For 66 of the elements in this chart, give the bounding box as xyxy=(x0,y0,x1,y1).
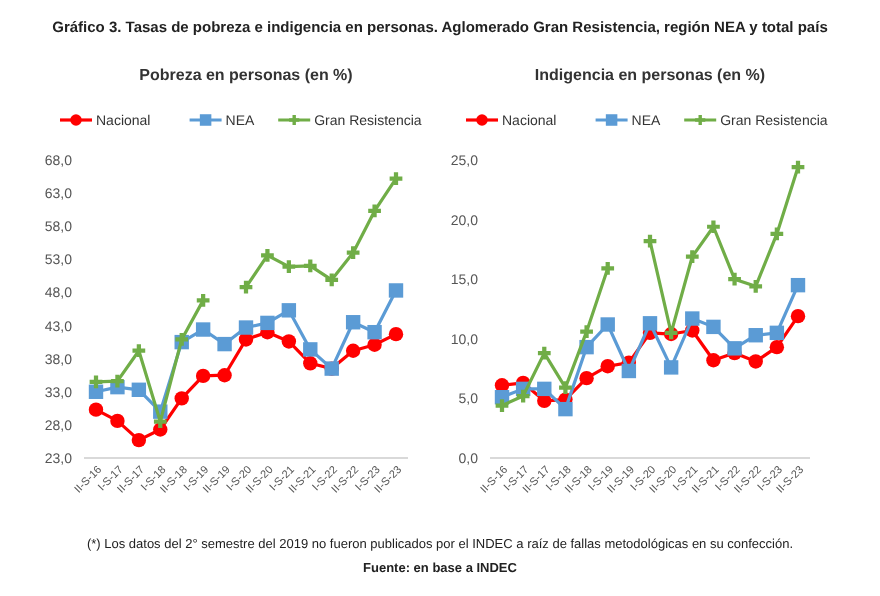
point xyxy=(282,260,296,273)
point xyxy=(217,336,232,352)
point xyxy=(748,328,763,343)
point xyxy=(707,220,720,234)
point xyxy=(389,172,403,185)
point xyxy=(621,363,637,379)
point xyxy=(558,401,573,417)
point xyxy=(238,320,254,335)
point xyxy=(110,413,125,429)
point xyxy=(89,375,103,389)
point xyxy=(303,342,318,357)
point xyxy=(303,356,318,371)
point xyxy=(388,326,404,342)
point xyxy=(195,322,211,337)
point xyxy=(685,311,700,326)
point xyxy=(580,325,593,339)
point xyxy=(346,246,360,260)
point xyxy=(685,250,699,263)
point xyxy=(559,381,572,395)
point xyxy=(748,354,763,369)
point xyxy=(601,262,615,275)
point xyxy=(281,303,297,318)
point xyxy=(345,315,361,330)
point xyxy=(217,368,232,383)
point xyxy=(132,344,146,358)
point xyxy=(345,343,361,358)
point xyxy=(769,339,785,355)
point xyxy=(790,308,806,324)
chart-subtitle: Indigencia en personas (en %) xyxy=(534,66,766,84)
point xyxy=(537,346,551,360)
point xyxy=(706,353,721,368)
point xyxy=(790,277,806,293)
point xyxy=(706,319,721,335)
point xyxy=(367,337,382,352)
point xyxy=(600,359,615,374)
point xyxy=(111,374,124,388)
point xyxy=(131,382,147,397)
point xyxy=(367,324,382,340)
point xyxy=(770,227,784,241)
point xyxy=(642,316,658,331)
point xyxy=(239,280,253,294)
point xyxy=(728,272,741,286)
point xyxy=(153,415,167,428)
point xyxy=(325,273,339,287)
point xyxy=(195,368,211,384)
chart-subtitle: Pobreza en personas (en %) xyxy=(139,66,354,84)
point xyxy=(303,259,317,273)
point xyxy=(131,432,147,448)
point xyxy=(600,317,615,332)
point xyxy=(261,248,274,262)
point xyxy=(495,399,509,412)
point xyxy=(281,334,297,349)
point xyxy=(174,391,189,406)
point xyxy=(769,325,785,341)
point xyxy=(260,315,275,331)
point xyxy=(749,279,763,293)
point xyxy=(791,160,805,174)
point xyxy=(579,370,594,386)
point xyxy=(196,294,210,307)
point xyxy=(537,381,552,397)
point xyxy=(368,204,381,218)
point xyxy=(88,402,104,417)
point xyxy=(663,360,679,375)
point xyxy=(727,341,742,356)
point xyxy=(516,389,530,403)
point xyxy=(388,283,404,298)
